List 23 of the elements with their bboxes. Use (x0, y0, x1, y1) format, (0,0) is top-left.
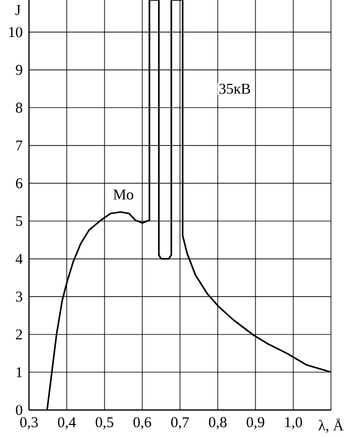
y-tick-label: 1 (16, 367, 22, 378)
x-tick-label: 0,3 (20, 417, 38, 430)
annotation: Mo (113, 190, 134, 200)
x-tick-label: 0,8 (208, 417, 227, 430)
x-tick-label: 0,6 (133, 417, 152, 430)
annotation: 35кВ (219, 84, 250, 94)
x-tick-label: 0,9 (246, 417, 264, 430)
x-tick-label: 0,7 (171, 417, 189, 430)
y-tick-label: 4 (16, 254, 23, 264)
y-tick-label: 8 (16, 102, 22, 113)
y-tick-label: 3 (16, 292, 22, 302)
y-tick-label: 5 (16, 216, 22, 226)
y-tick-label: 6 (16, 178, 22, 188)
x-tick-label: 0,4 (58, 417, 76, 430)
y-tick-label: 2 (16, 329, 22, 340)
x-tick-label: 1,0 (285, 417, 302, 430)
x-axis-title: λ, Å (318, 418, 344, 433)
y-tick-label: 9 (16, 64, 22, 75)
y-tick-label: 10 (9, 27, 22, 38)
y-tick-label: 0 (16, 404, 22, 416)
y-tick-label: 7 (16, 140, 22, 150)
x-tick-label: 0,5 (96, 417, 114, 430)
y-axis-title: J (15, 5, 21, 16)
